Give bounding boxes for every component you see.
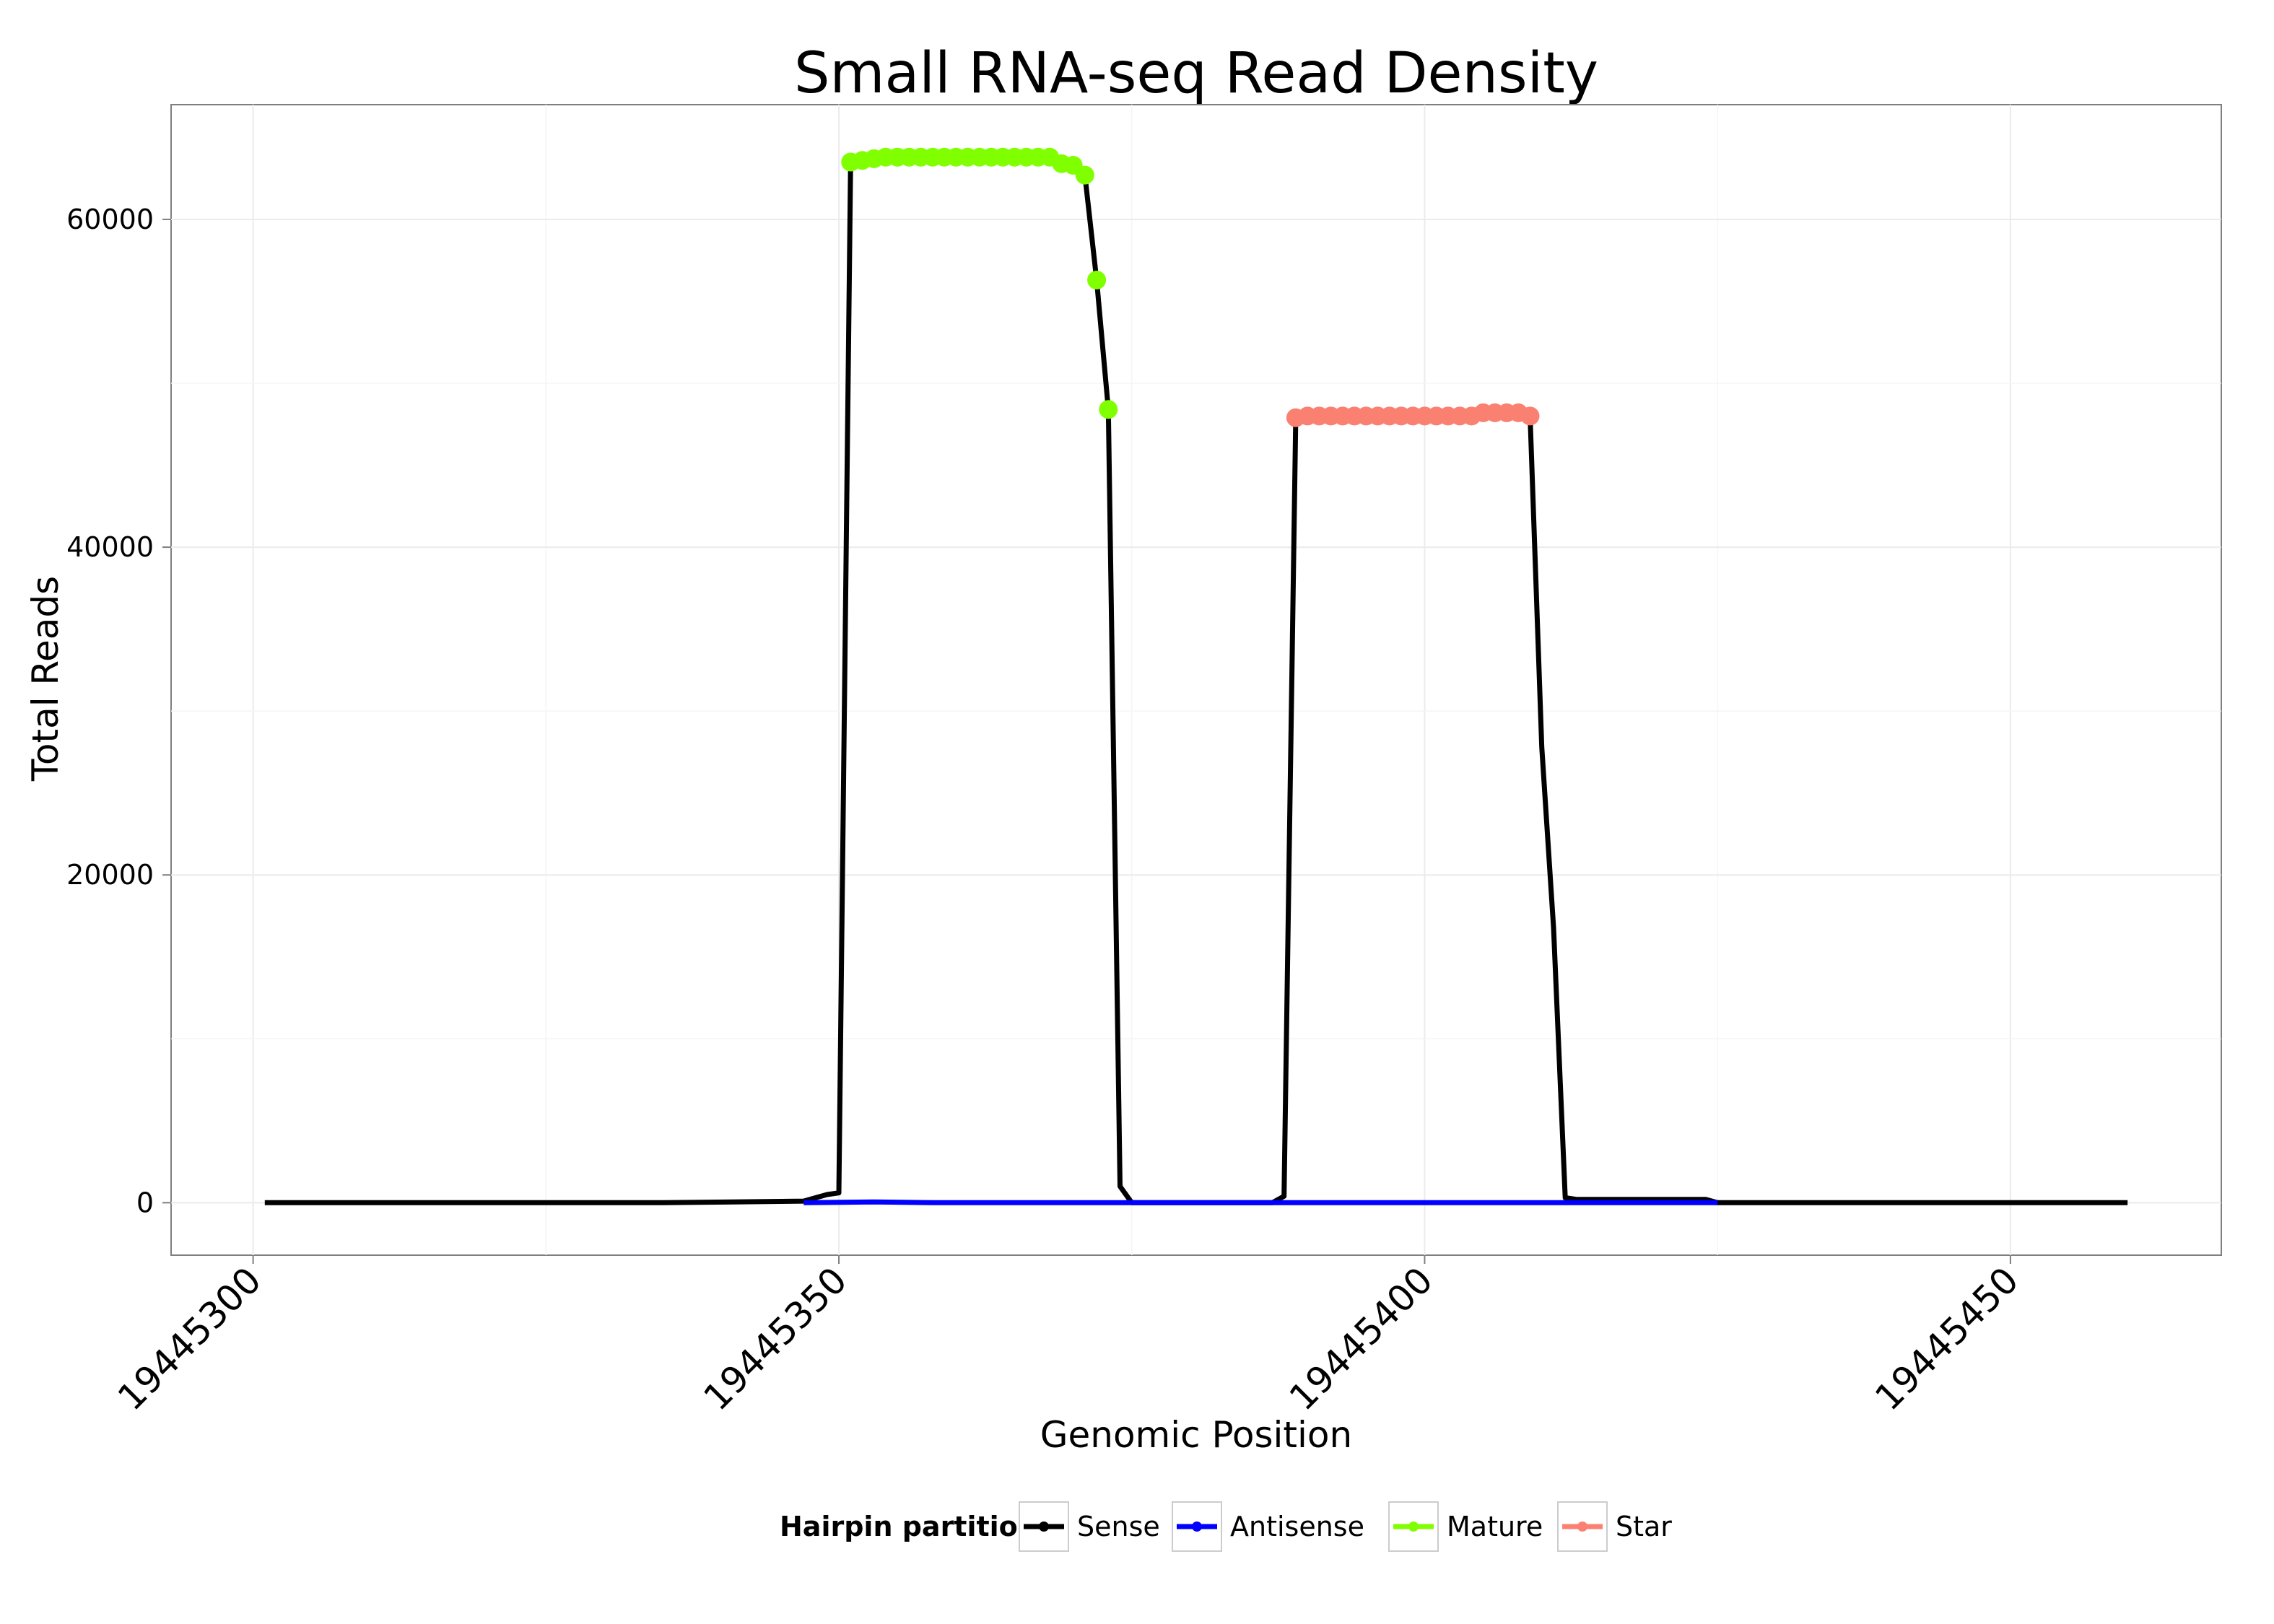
x-tick-label: 19445350 [696, 1259, 855, 1418]
y-axis-title: Total Reads [25, 576, 66, 782]
legend-key-dot [1039, 1522, 1049, 1532]
legend-key-dot [1192, 1522, 1202, 1532]
y-tick-label: 60000 [66, 204, 154, 235]
legend-label: Mature [1447, 1511, 1543, 1542]
data-point-star [1520, 406, 1540, 426]
plot-panel [170, 104, 2222, 1256]
gridlines [171, 105, 2221, 1255]
marker-layer [841, 147, 1540, 427]
legend-key-dot [1577, 1522, 1587, 1532]
legend-item-sense: Sense [1019, 1501, 1160, 1552]
x-axis-title: Genomic Position [1040, 1414, 1352, 1456]
legend-item-antisense: Antisense [1172, 1501, 1364, 1552]
y-tick-label: 20000 [66, 859, 154, 891]
legend-key-dot [1408, 1522, 1419, 1532]
legend: Hairpin partition Sense Antisense Mature St… [780, 1501, 1672, 1552]
data-point-mature [1099, 400, 1118, 419]
legend-label: Star [1616, 1511, 1672, 1542]
legend-item-star: Star [1557, 1501, 1672, 1552]
y-tick-label: 0 [136, 1187, 154, 1218]
x-axis: 19445300 19445350 19445400 19445450 [110, 1255, 2026, 1418]
legend-item-mature: Mature [1388, 1501, 1543, 1552]
legend-title: Hairpin partition [780, 1511, 1037, 1542]
legend-label: Sense [1077, 1511, 1160, 1542]
data-point-mature [1087, 271, 1107, 289]
legend-label: Antisense [1230, 1511, 1364, 1542]
x-tick-label: 19445300 [110, 1259, 269, 1418]
chart-title: Small RNA-seq Read Density [794, 41, 1598, 106]
x-tick-label: 19445400 [1281, 1259, 1441, 1418]
data-point-mature [1075, 165, 1094, 185]
y-axis: 0 20000 40000 60000 [66, 204, 171, 1218]
y-tick-label: 40000 [66, 531, 154, 563]
x-tick-label: 19445450 [1867, 1259, 2026, 1418]
